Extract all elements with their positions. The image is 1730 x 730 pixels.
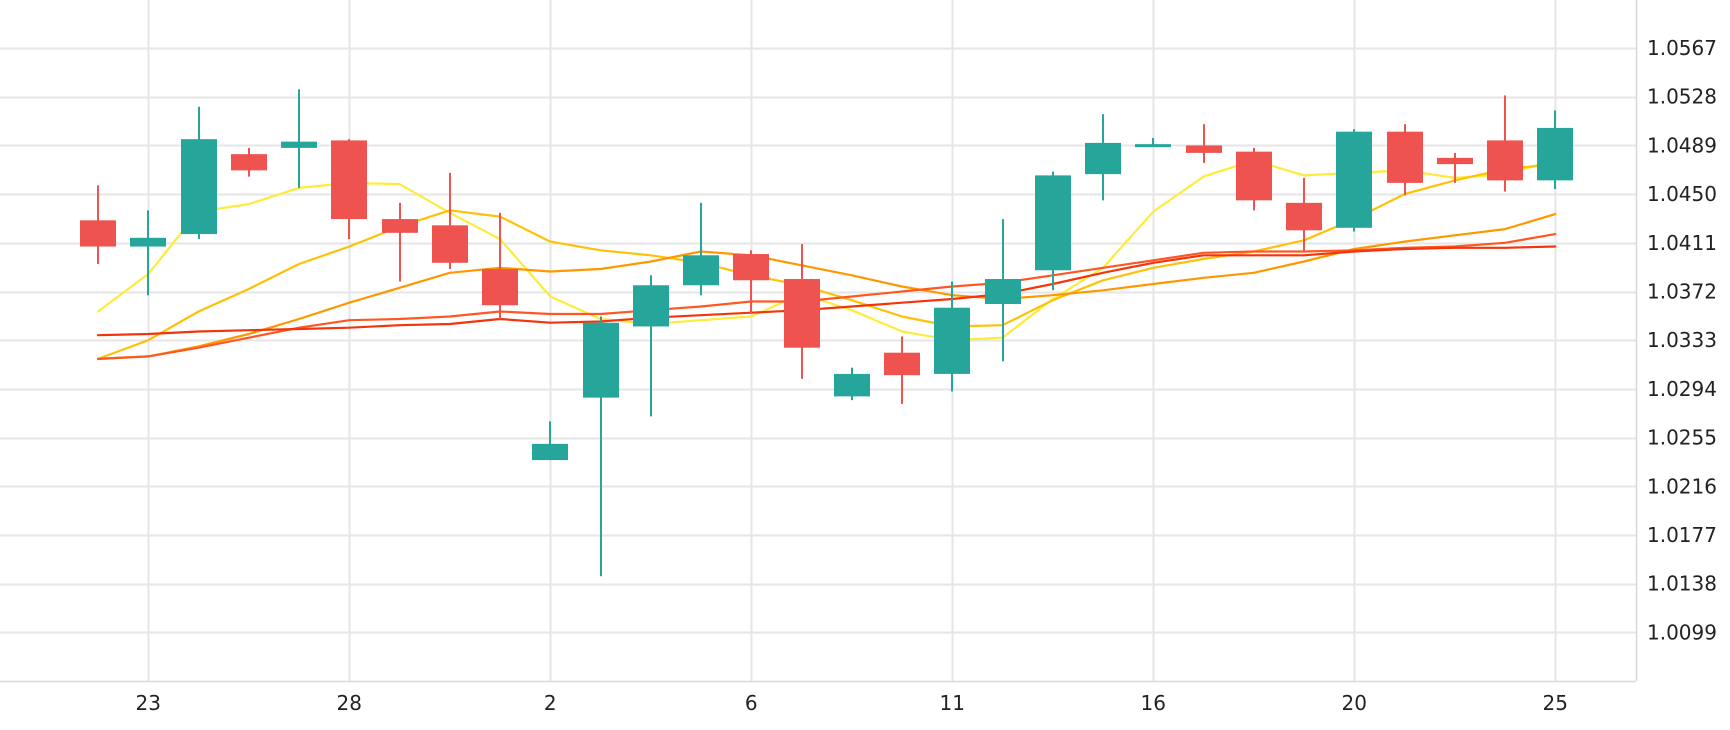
candle-body (1387, 131, 1423, 183)
candle[interactable] (1236, 147, 1272, 211)
y-tick-label: 1.0255 (1647, 426, 1717, 450)
candle-body (532, 443, 568, 461)
x-tick-label: 2 (544, 691, 557, 715)
candle-body (1437, 157, 1473, 165)
candle-body (1085, 142, 1121, 175)
candle[interactable] (1336, 129, 1372, 232)
candle-body (985, 279, 1021, 304)
candle-body (1035, 175, 1071, 271)
candle-body (884, 352, 920, 376)
candle-body (1487, 140, 1523, 181)
candle[interactable] (1135, 137, 1171, 148)
x-tick-label: 25 (1543, 691, 1568, 715)
candle[interactable] (985, 219, 1021, 362)
candle[interactable] (733, 250, 769, 314)
candle[interactable] (231, 147, 267, 177)
candle-body (1537, 127, 1573, 181)
candle-body (482, 269, 518, 306)
candle-body (733, 254, 769, 281)
y-tick-label: 1.0528 (1647, 85, 1717, 109)
candle[interactable] (1035, 171, 1071, 291)
candle-body (784, 279, 820, 348)
candle-body (432, 225, 468, 263)
x-tick-label: 16 (1141, 691, 1166, 715)
candle[interactable] (281, 89, 317, 188)
candle-body (1336, 131, 1372, 228)
x-tick-label: 11 (940, 691, 965, 715)
y-tick-label: 1.0138 (1647, 572, 1717, 596)
candle-body (181, 139, 217, 235)
y-tick-label: 1.0567 (1647, 36, 1717, 60)
y-tick-label: 1.0411 (1647, 231, 1717, 255)
axis-layer: 1.0099 1.0138 1.0177 1.0216 1.0255 1.0294 1.03… (0, 0, 1717, 715)
candle[interactable] (382, 202, 418, 282)
x-tick-label: 23 (136, 691, 161, 715)
y-tick-label: 1.0294 (1647, 377, 1717, 401)
candle[interactable] (884, 336, 920, 404)
candle-body (1186, 145, 1222, 153)
candle-body (1286, 202, 1322, 231)
y-tick-label: 1.0216 (1647, 474, 1717, 498)
candle-body (1135, 144, 1171, 148)
y-tick-label: 1.0099 (1647, 620, 1717, 644)
candle[interactable] (1487, 95, 1523, 192)
x-tick-label: 6 (745, 691, 758, 715)
candle-body (834, 373, 870, 397)
candle-body (130, 237, 166, 247)
candle[interactable] (1286, 177, 1322, 252)
y-tick-label: 1.0450 (1647, 182, 1717, 206)
candle[interactable] (583, 316, 619, 577)
candle-body (633, 285, 669, 327)
candle-body (683, 255, 719, 286)
candle-body (231, 154, 267, 171)
y-tick-label: 1.0372 (1647, 280, 1717, 304)
candle[interactable] (80, 185, 116, 265)
ma-line-3 (96, 213, 1557, 360)
x-tick-label: 28 (337, 691, 362, 715)
candle[interactable] (633, 275, 669, 417)
y-tick-label: 1.0489 (1647, 133, 1717, 157)
candle[interactable] (1537, 110, 1573, 190)
candle[interactable] (1387, 124, 1423, 196)
y-tick-label: 1.0177 (1647, 523, 1717, 547)
y-tick-label: 1.0333 (1647, 328, 1717, 352)
candle-body (934, 307, 970, 374)
candle[interactable] (532, 421, 568, 461)
candle-body (281, 141, 317, 148)
candle[interactable] (482, 212, 518, 319)
candle[interactable] (834, 367, 870, 401)
candle[interactable] (683, 202, 719, 296)
candle-body (583, 322, 619, 398)
candle-body (1236, 151, 1272, 201)
candle[interactable] (130, 210, 166, 296)
x-tick-label: 20 (1342, 691, 1367, 715)
candle[interactable] (181, 106, 217, 240)
candle-layer (80, 89, 1573, 577)
candle[interactable] (934, 281, 970, 392)
ma-line-4 (96, 233, 1557, 360)
ma-line-2 (96, 163, 1557, 360)
candle[interactable] (331, 139, 367, 240)
candle-body (80, 220, 116, 247)
candle[interactable] (1437, 152, 1473, 183)
candle-body (331, 140, 367, 220)
candle-body (382, 219, 418, 233)
candle[interactable] (1085, 114, 1121, 201)
candle[interactable] (432, 172, 468, 270)
ma-line-5 (96, 245, 1557, 337)
candle[interactable] (784, 244, 820, 379)
candle[interactable] (1186, 124, 1222, 163)
